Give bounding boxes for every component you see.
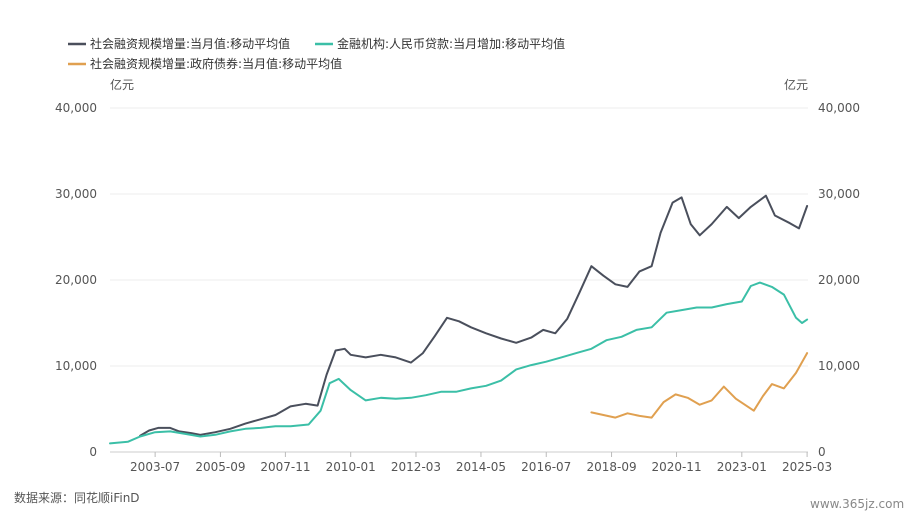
data-source-note: 数据来源：同花顺iFinD — [14, 491, 140, 505]
x-tick-label: 2020-11 — [651, 460, 701, 474]
x-tick-label: 2012-03 — [391, 460, 441, 474]
y-tick-left-label: 40,000 — [55, 101, 97, 115]
x-tick-label: 2003-07 — [130, 460, 180, 474]
legend: 社会融资规模增量:当月值:移动平均值 金融机构:人民币贷款:当月增加:移动平均值社… — [68, 36, 565, 71]
x-tick-label: 2018-09 — [586, 460, 636, 474]
y-tick-right-label: 0 — [818, 445, 826, 459]
y-axis-left-unit: 亿元 — [110, 77, 134, 92]
x-tick-label: 2007-11 — [260, 460, 310, 474]
x-tick-label: 2010-01 — [326, 460, 376, 474]
x-tick-label: 2005-09 — [195, 460, 245, 474]
x-tick-label: 2025-03 — [782, 460, 832, 474]
x-tick-label: 2016-07 — [521, 460, 571, 474]
series-lines — [109, 194, 809, 445]
x-tick-label: 2023-01 — [717, 460, 767, 474]
x-tick-label: 2014-05 — [456, 460, 506, 474]
y-tick-right-label: 30,000 — [818, 187, 860, 201]
gridlines — [110, 107, 808, 453]
y-tick-right-label: 10,000 — [818, 359, 860, 373]
y-tick-right-label: 20,000 — [818, 273, 860, 287]
watermark: www.365jz.com — [810, 497, 905, 511]
legend-label-0: 社会融资规模增量:当月值:移动平均值 — [90, 36, 290, 51]
y-tick-right-label: 40,000 — [818, 101, 860, 115]
series-line-1 — [109, 281, 809, 445]
legend-label-1: 金融机构:人民币贷款:当月增加:移动平均值 — [337, 36, 565, 51]
y-axis-right: 0 10,000 20,000 30,000 40,000 — [818, 101, 860, 459]
x-axis: 2003-07 2005-09 2007-11 2010-01 2012-03 2014-… — [130, 452, 832, 474]
y-tick-left-label: 20,000 — [55, 273, 97, 287]
y-axis-right-unit: 亿元 — [784, 77, 808, 92]
y-tick-left-label: 30,000 — [55, 187, 97, 201]
legend-label-2: 社会融资规模增量:政府债券:当月值:移动平均值 — [90, 56, 342, 71]
series-line-2 — [590, 352, 809, 419]
y-axis-left: 0 10,000 20,000 30,000 40,000 — [55, 101, 97, 459]
y-tick-left-label: 0 — [89, 445, 97, 459]
y-tick-left-label: 10,000 — [55, 359, 97, 373]
series-line-0 — [139, 194, 809, 437]
